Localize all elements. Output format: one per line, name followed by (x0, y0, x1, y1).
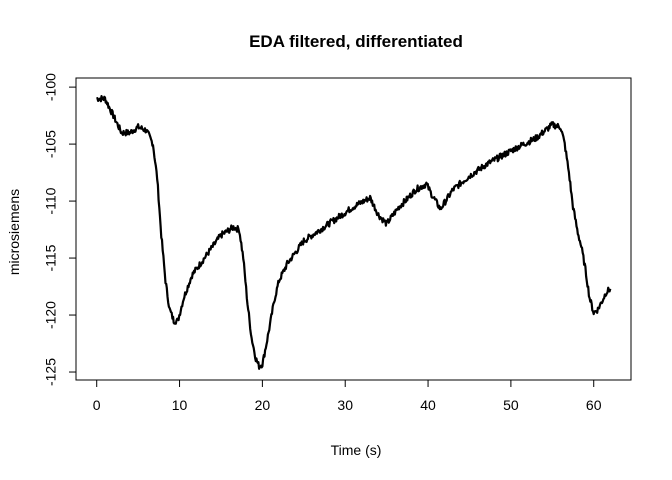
y-axis-label: microsiemens (6, 189, 22, 275)
x-tick-label: 60 (586, 397, 602, 413)
x-tick-label: 50 (503, 397, 519, 413)
x-tick-label: 40 (420, 397, 436, 413)
y-tick-label: -120 (43, 301, 59, 329)
y-tick-label: -125 (43, 358, 59, 386)
y-tick-label: -100 (43, 73, 59, 101)
x-tick-label: 30 (337, 397, 353, 413)
y-tick-label: -105 (43, 130, 59, 158)
x-tick-label: 0 (93, 397, 101, 413)
x-tick-label: 20 (255, 397, 271, 413)
axes: 0 10 20 30 40 50 60 -100 -105 -110 -115 -120 -125 (43, 73, 602, 413)
x-tick-label: 10 (172, 397, 188, 413)
chart-title: EDA filtered, differentiated (249, 32, 463, 51)
x-axis-label: Time (s) (331, 442, 382, 458)
series-line (96, 95, 612, 370)
y-tick-label: -110 (43, 187, 59, 214)
plot-box (75, 77, 632, 381)
y-tick-label: -115 (43, 244, 59, 271)
